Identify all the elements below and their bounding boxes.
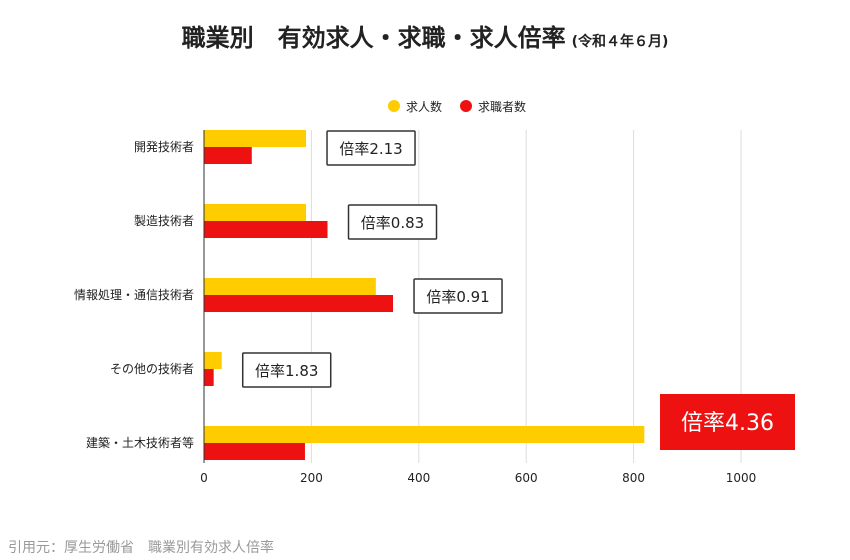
ratio-label-1: 倍率0.83 bbox=[361, 214, 424, 232]
category-label-0: 開発技術者 bbox=[134, 140, 194, 154]
bar-job-seekers-2 bbox=[204, 295, 394, 312]
legend: 求人数 求職者数 bbox=[388, 97, 526, 115]
bar-job-seekers-1 bbox=[204, 221, 328, 238]
bar-job-openings-4 bbox=[204, 426, 645, 443]
x-tick-label-1000: 1000 bbox=[726, 471, 757, 485]
ratio-box-4 bbox=[660, 394, 795, 450]
chart-title-main: 職業別 有効求人・求職・求人倍率 bbox=[181, 24, 566, 52]
chart-title: 職業別 有効求人・求職・求人倍率 (令和４年６月) bbox=[0, 18, 850, 53]
ratio-label-2: 倍率0.91 bbox=[426, 288, 489, 306]
chart-title-sub: (令和４年６月) bbox=[571, 34, 669, 50]
legend-item-job-openings: 求人数 bbox=[388, 98, 442, 115]
ratio-box-3 bbox=[241, 352, 332, 388]
x-tick-label-600: 600 bbox=[515, 471, 538, 485]
ratio-box-2 bbox=[413, 278, 503, 314]
x-tick-label-400: 400 bbox=[407, 471, 430, 485]
x-tick-label-200: 200 bbox=[300, 471, 323, 485]
ratio-label-0: 倍率2.13 bbox=[339, 140, 402, 158]
x-tick-label-0: 0 bbox=[200, 471, 208, 485]
bar-job-seekers-4 bbox=[204, 443, 305, 460]
x-tick-label-800: 800 bbox=[622, 471, 645, 485]
category-label-4: 建築・土木技術者等 bbox=[86, 435, 194, 450]
bar-job-openings-1 bbox=[204, 204, 307, 221]
bar-job-openings-3 bbox=[204, 352, 222, 369]
ratio-box-1 bbox=[347, 204, 438, 240]
category-label-3: その他の技術者 bbox=[110, 362, 194, 376]
legend-marker-job-openings bbox=[388, 100, 400, 112]
bar-job-seekers-0 bbox=[204, 147, 252, 164]
category-label-2: 情報処理・通信技術者 bbox=[74, 288, 194, 302]
category-label-1: 製造技術者 bbox=[134, 214, 194, 228]
bar-job-openings-0 bbox=[204, 130, 307, 147]
legend-marker-job-seekers bbox=[460, 100, 473, 112]
source-citation: 引用元：厚生労働省 職業別有効求人倍率 bbox=[8, 540, 274, 556]
ratio-box-0 bbox=[326, 130, 416, 166]
ratio-label-4: 倍率4.36 bbox=[681, 411, 774, 436]
legend-item-job-seekers: 求職者数 bbox=[460, 98, 526, 115]
ratio-label-3: 倍率1.83 bbox=[255, 362, 318, 380]
legend-label-job-openings: 求人数 bbox=[406, 99, 443, 114]
legend-label-job-seekers: 求職者数 bbox=[478, 99, 527, 114]
bar-job-openings-2 bbox=[204, 278, 376, 295]
bar-job-seekers-3 bbox=[204, 369, 214, 386]
